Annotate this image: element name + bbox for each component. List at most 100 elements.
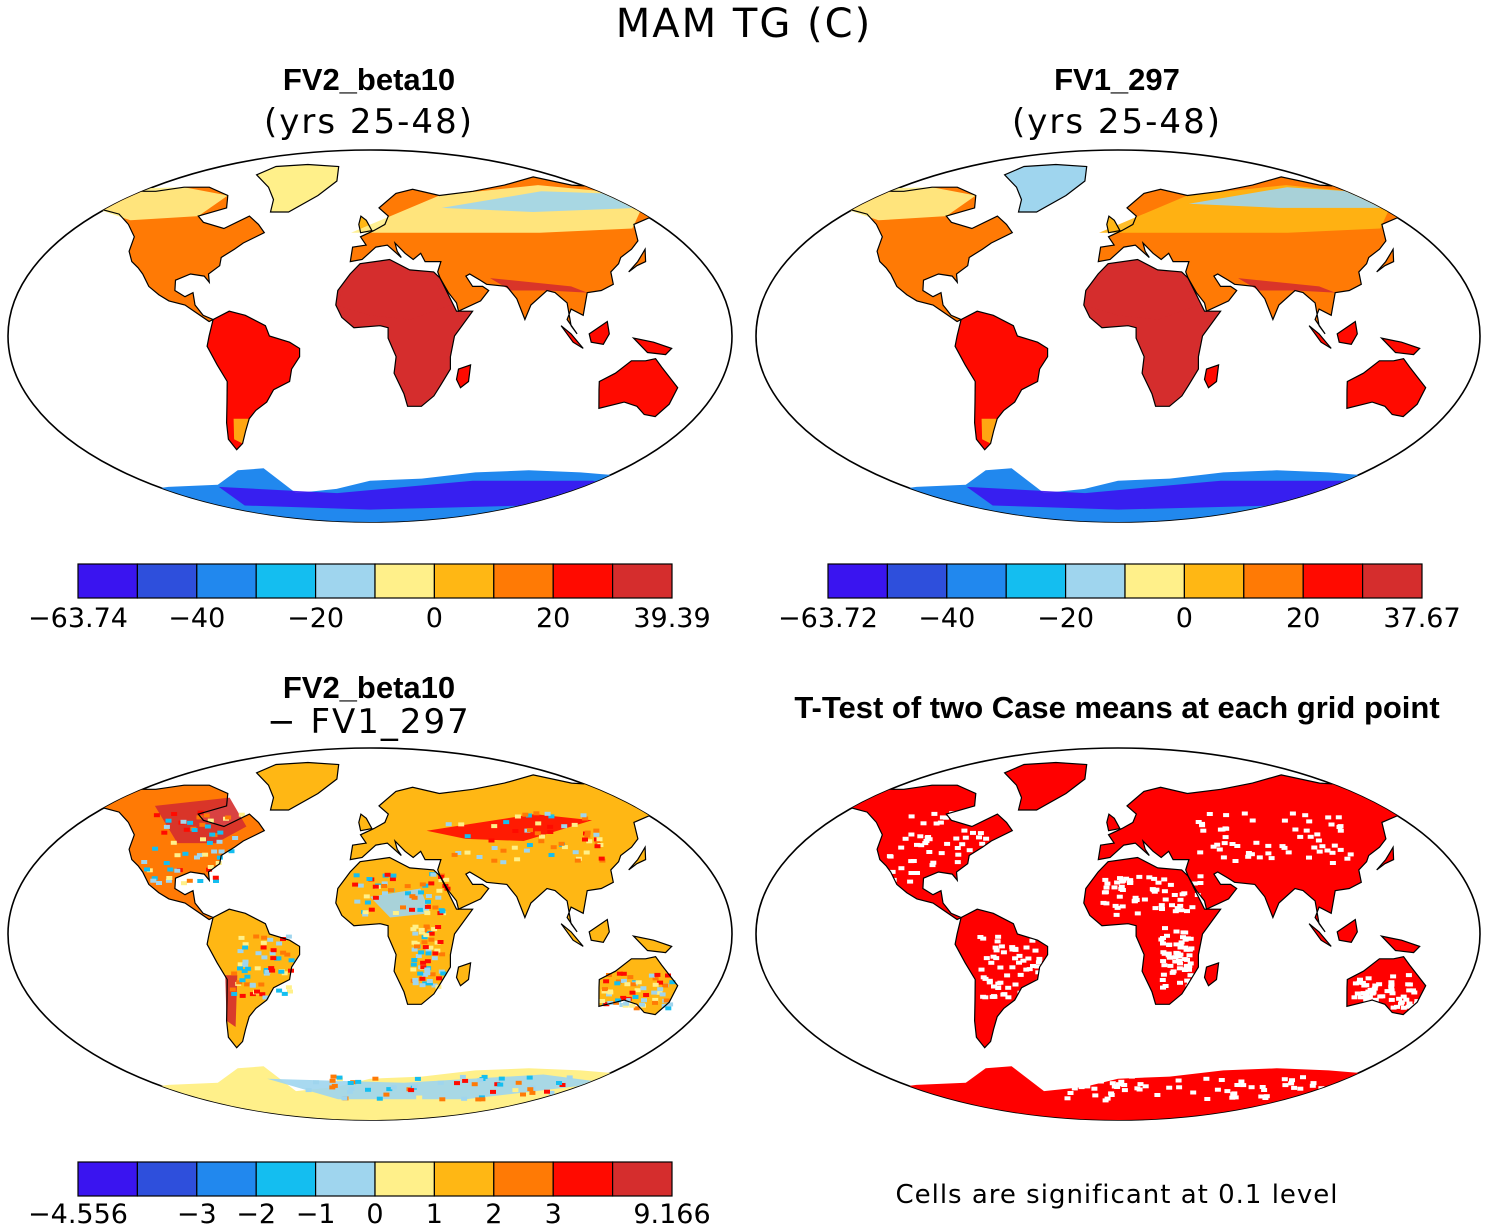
land-newGuinea xyxy=(633,936,672,953)
insignificant-cell xyxy=(1026,967,1033,972)
land-greenland xyxy=(1004,164,1087,212)
grid-cell xyxy=(550,845,557,850)
insignificant-cell xyxy=(1232,1095,1239,1100)
grid-cell xyxy=(253,934,260,939)
figure-title: MAM TG (C) xyxy=(615,1,873,47)
grid-cell xyxy=(451,852,458,857)
insignificant-cell xyxy=(898,845,905,850)
colorbar-swatch xyxy=(1005,563,1067,599)
grid-cell xyxy=(270,948,277,953)
insignificant-cell xyxy=(1118,1079,1125,1084)
insignificant-cell xyxy=(1181,891,1188,896)
insignificant-cell xyxy=(995,934,1002,939)
grid-cell xyxy=(471,1082,478,1087)
insignificant-cell xyxy=(1034,964,1041,969)
insignificant-cell xyxy=(1406,982,1413,987)
insignificant-cell xyxy=(962,835,969,840)
grid-cell xyxy=(204,824,211,829)
insignificant-cell xyxy=(1325,815,1332,820)
grid-cell xyxy=(420,965,427,970)
panel3-tick-label: −1 xyxy=(295,1199,336,1230)
grid-cell xyxy=(412,981,419,986)
grid-cell xyxy=(498,1076,505,1081)
grid-cell xyxy=(572,850,579,855)
grid-cell xyxy=(341,1096,348,1101)
insignificant-cell xyxy=(954,846,961,850)
grid-cell xyxy=(652,982,659,987)
grid-cell xyxy=(284,952,291,957)
insignificant-cell xyxy=(1121,1083,1128,1087)
insignificant-cell xyxy=(995,986,1002,990)
grid-cell xyxy=(547,830,554,834)
insignificant-cell xyxy=(980,936,987,941)
grid-cell xyxy=(629,1003,636,1008)
insignificant-cell xyxy=(1132,895,1139,900)
insignificant-cell xyxy=(1000,992,1007,997)
insignificant-cell xyxy=(1146,875,1153,880)
insignificant-cell xyxy=(1114,1084,1121,1089)
insignificant-cell xyxy=(1370,990,1377,995)
land-sumatra xyxy=(1309,923,1332,947)
grid-cell xyxy=(261,935,268,940)
insignificant-cell xyxy=(1178,908,1185,913)
grid-cell xyxy=(632,995,639,999)
grid-cell xyxy=(390,873,397,878)
insignificant-cell xyxy=(1324,848,1331,853)
coastline-madagascar xyxy=(455,962,472,987)
land-northAmerica xyxy=(71,785,265,920)
grid-cell xyxy=(421,940,428,945)
grid-cell xyxy=(424,959,431,964)
insignificant-cell xyxy=(1166,1085,1173,1090)
insignificant-cell xyxy=(1012,956,1019,961)
grid-cell xyxy=(411,947,418,952)
grid-cell xyxy=(376,1096,383,1101)
grid-cell xyxy=(665,1006,672,1011)
grid-cell xyxy=(372,884,379,889)
grid-cell xyxy=(616,971,623,976)
insignificant-cell xyxy=(949,811,956,816)
colorbar-swatch xyxy=(493,1161,554,1197)
colorbar-swatch xyxy=(433,1161,495,1197)
insignificant-cell xyxy=(908,814,915,819)
grid-cell xyxy=(165,818,172,823)
insignificant-cell xyxy=(1398,1001,1404,1006)
grid-cell xyxy=(624,998,631,1003)
coastline-greenland xyxy=(1003,761,1088,811)
insignificant-cell xyxy=(1281,1077,1288,1082)
grid-cell xyxy=(624,982,631,987)
insignificant-cell xyxy=(1223,813,1230,818)
insignificant-cell xyxy=(1172,959,1179,964)
insignificant-cell xyxy=(1230,1092,1237,1097)
insignificant-cell xyxy=(1372,997,1379,1002)
land-sumatra xyxy=(561,325,584,349)
insignificant-cell xyxy=(1306,855,1312,860)
grid-cell xyxy=(411,1084,418,1089)
insignificant-cell xyxy=(1118,879,1125,884)
colorbar-swatch xyxy=(77,1161,139,1197)
insignificant-cell xyxy=(924,882,931,887)
grid-cell xyxy=(571,822,578,827)
insignificant-cell xyxy=(1154,1093,1161,1097)
colorbar-swatch xyxy=(315,1161,376,1197)
value-region xyxy=(1083,274,1199,320)
grid-cell xyxy=(415,954,422,958)
value-region xyxy=(233,418,250,444)
insignificant-cell xyxy=(1407,1003,1414,1008)
coastline-newGuinea xyxy=(1379,935,1421,954)
grid-cell xyxy=(535,821,542,826)
insignificant-cell xyxy=(1012,946,1019,951)
insignificant-cell xyxy=(1180,930,1187,935)
insignificant-cell xyxy=(1162,984,1169,988)
insignificant-cell xyxy=(1159,978,1166,982)
panel3-colorbar-labels: −4.556 −3 −2 −1 0 1 2 3 9.166 xyxy=(28,1199,711,1232)
insignificant-cell xyxy=(1229,842,1236,846)
insignificant-cell xyxy=(1279,844,1286,849)
grid-cell xyxy=(383,1092,390,1097)
insignificant-cell xyxy=(1351,995,1358,1000)
grid-cell xyxy=(269,968,276,973)
insignificant-cell xyxy=(1200,828,1207,833)
panel3-tick-label: 9.166 xyxy=(633,1199,711,1230)
grid-cell xyxy=(357,883,364,888)
insignificant-cell xyxy=(920,821,927,826)
insignificant-cell xyxy=(1159,907,1165,911)
